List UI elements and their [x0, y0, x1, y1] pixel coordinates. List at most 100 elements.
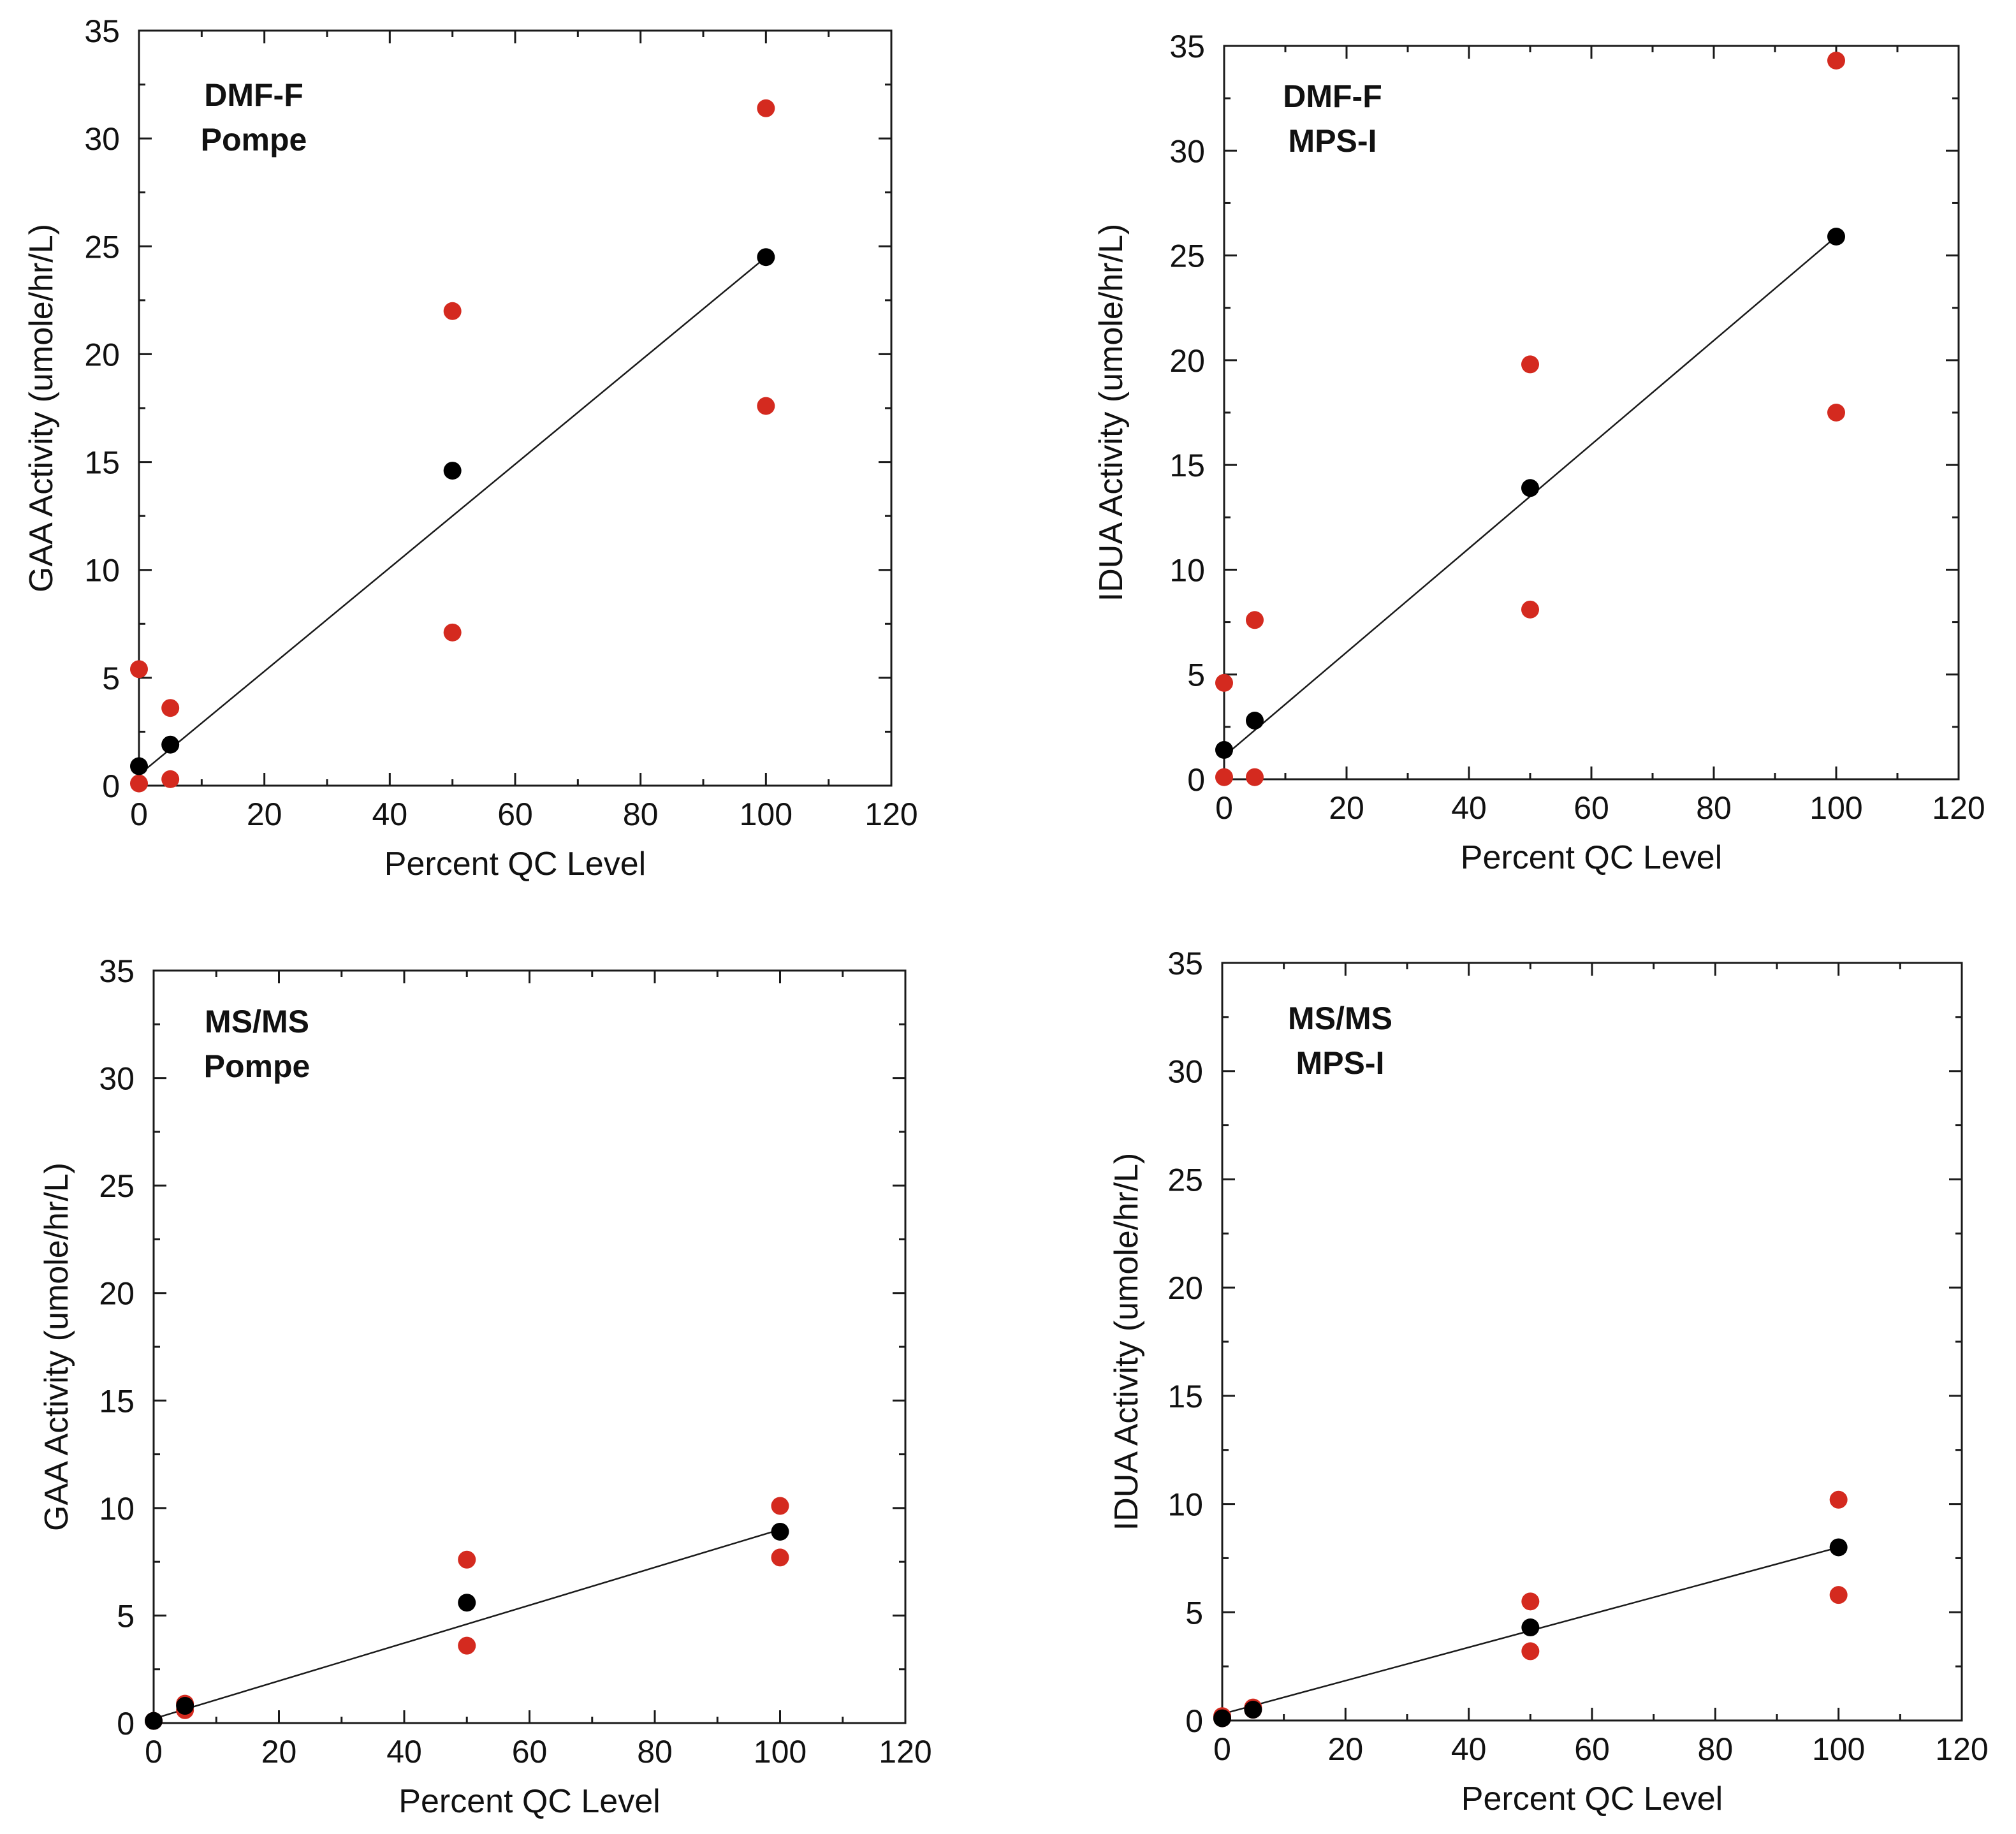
data-point-black — [1521, 479, 1539, 497]
x-tick-label: 0 — [130, 796, 148, 832]
data-point-black — [176, 1697, 194, 1715]
y-tick-label: 20 — [99, 1276, 135, 1312]
panel-label-line: MPS-I — [1289, 123, 1377, 159]
y-tick-label: 15 — [99, 1383, 135, 1419]
y-axis-label: GAA Activity (umole/hr/L) — [38, 1163, 75, 1531]
y-tick-label: 35 — [84, 13, 120, 49]
y-tick-label: 30 — [1169, 133, 1205, 169]
x-tick-label: 40 — [1451, 790, 1487, 826]
y-tick-label: 15 — [1167, 1379, 1203, 1414]
x-axis-label: Percent QC Level — [1461, 839, 1722, 876]
y-tick-label: 35 — [1169, 29, 1205, 64]
data-point-red — [1827, 404, 1845, 422]
y-tick-label: 0 — [102, 768, 120, 804]
y-axis-label: GAA Activity (umole/hr/L) — [23, 224, 60, 592]
y-tick-label: 5 — [1187, 657, 1205, 693]
data-point-red — [1521, 1592, 1540, 1611]
x-tick-label: 120 — [1935, 1731, 1988, 1767]
data-point-black — [443, 462, 462, 480]
y-tick-label: 10 — [84, 553, 120, 589]
data-point-red — [161, 699, 180, 717]
data-point-red — [161, 770, 180, 788]
panel-label-line: MPS-I — [1296, 1045, 1385, 1081]
y-tick-label: 30 — [99, 1061, 135, 1097]
chart-panel-2: 0 20 40 60 80 100 120 0 5 10 15 20 25 30 35 Percent QC … — [1093, 29, 1985, 876]
chart-panel-3: 0 20 40 60 80 100 120 0 5 10 15 20 25 30 35 Percent QC … — [38, 953, 932, 1820]
data-point-black — [1215, 741, 1233, 759]
x-tick-label: 0 — [145, 1734, 163, 1770]
y-tick-label: 35 — [99, 953, 135, 989]
data-point-red — [1521, 355, 1539, 374]
x-tick-label: 80 — [1698, 1731, 1734, 1767]
panel-label-line: Pompe — [201, 122, 307, 158]
chart-panel-4: 0 20 40 60 80 100 120 0 5 10 15 20 25 30 35 Percent QC … — [1108, 946, 1989, 1817]
y-tick-label: 20 — [1169, 343, 1205, 379]
x-tick-label: 100 — [740, 796, 793, 832]
data-point-red — [771, 1497, 789, 1515]
chart-panel-1: 0 20 40 60 80 100 120 0 5 10 15 20 25 30 35 Percent QC … — [23, 13, 918, 883]
data-point-black — [1244, 1701, 1262, 1719]
x-tick-label: 60 — [1574, 1731, 1610, 1767]
panel-label-line: MS/MS — [205, 1004, 309, 1039]
y-tick-label: 25 — [1169, 238, 1205, 274]
y-tick-label: 5 — [1185, 1595, 1203, 1631]
data-point-red — [1521, 600, 1539, 619]
data-point-black — [757, 248, 775, 267]
x-tick-label: 80 — [623, 796, 659, 832]
x-tick-label: 60 — [497, 796, 533, 832]
y-tick-label: 25 — [1167, 1162, 1203, 1198]
data-point-black — [1827, 228, 1845, 246]
x-tick-label: 60 — [512, 1734, 548, 1770]
data-point-red — [1827, 52, 1845, 70]
data-point-black — [771, 1522, 789, 1541]
panel-label-line: DMF-F — [204, 77, 303, 113]
x-tick-label: 0 — [1213, 1731, 1231, 1767]
x-tick-label: 40 — [386, 1734, 422, 1770]
y-tick-label: 10 — [1167, 1487, 1203, 1523]
data-point-black — [145, 1712, 163, 1730]
x-tick-label: 120 — [865, 796, 917, 832]
y-tick-label: 10 — [99, 1491, 135, 1527]
y-tick-label: 0 — [117, 1706, 135, 1742]
data-point-red — [757, 397, 775, 415]
data-point-red — [130, 660, 148, 679]
data-point-black — [458, 1594, 476, 1612]
y-tick-label: 0 — [1187, 762, 1205, 798]
data-point-black — [1829, 1538, 1848, 1557]
x-tick-label: 120 — [1932, 790, 1985, 826]
x-axis-label: Percent QC Level — [1461, 1780, 1723, 1817]
y-axis-label: IDUA Activity (umole/hr/L) — [1108, 1153, 1145, 1530]
x-tick-label: 100 — [754, 1734, 807, 1770]
x-tick-label: 100 — [1812, 1731, 1865, 1767]
y-tick-label: 25 — [99, 1168, 135, 1204]
data-point-black — [130, 757, 148, 775]
data-point-red — [458, 1550, 476, 1569]
x-tick-label: 20 — [247, 796, 282, 832]
x-tick-label: 40 — [372, 796, 408, 832]
data-point-red — [1829, 1586, 1848, 1604]
x-tick-label: 0 — [1215, 790, 1233, 826]
data-point-red — [771, 1548, 789, 1567]
y-tick-label: 15 — [84, 445, 120, 481]
data-point-red — [443, 302, 462, 320]
y-tick-label: 0 — [1185, 1703, 1203, 1739]
data-point-red — [1215, 768, 1233, 786]
x-tick-label: 80 — [637, 1734, 673, 1770]
y-tick-label: 20 — [84, 337, 120, 372]
x-axis-label: Percent QC Level — [384, 846, 646, 883]
x-tick-label: 60 — [1574, 790, 1609, 826]
y-tick-label: 20 — [1167, 1270, 1203, 1306]
regression-line — [153, 1529, 780, 1720]
x-tick-label: 20 — [1329, 790, 1364, 826]
panel-label-line: MS/MS — [1288, 1001, 1392, 1036]
data-point-red — [443, 623, 462, 642]
y-tick-label: 5 — [102, 661, 120, 696]
y-tick-label: 25 — [84, 229, 120, 265]
panel-label-line: DMF-F — [1283, 78, 1382, 114]
panel-label-line: Pompe — [204, 1048, 310, 1084]
y-tick-label: 10 — [1169, 552, 1205, 588]
data-point-black — [161, 735, 180, 754]
data-point-red — [1215, 673, 1233, 692]
y-tick-label: 30 — [84, 121, 120, 157]
